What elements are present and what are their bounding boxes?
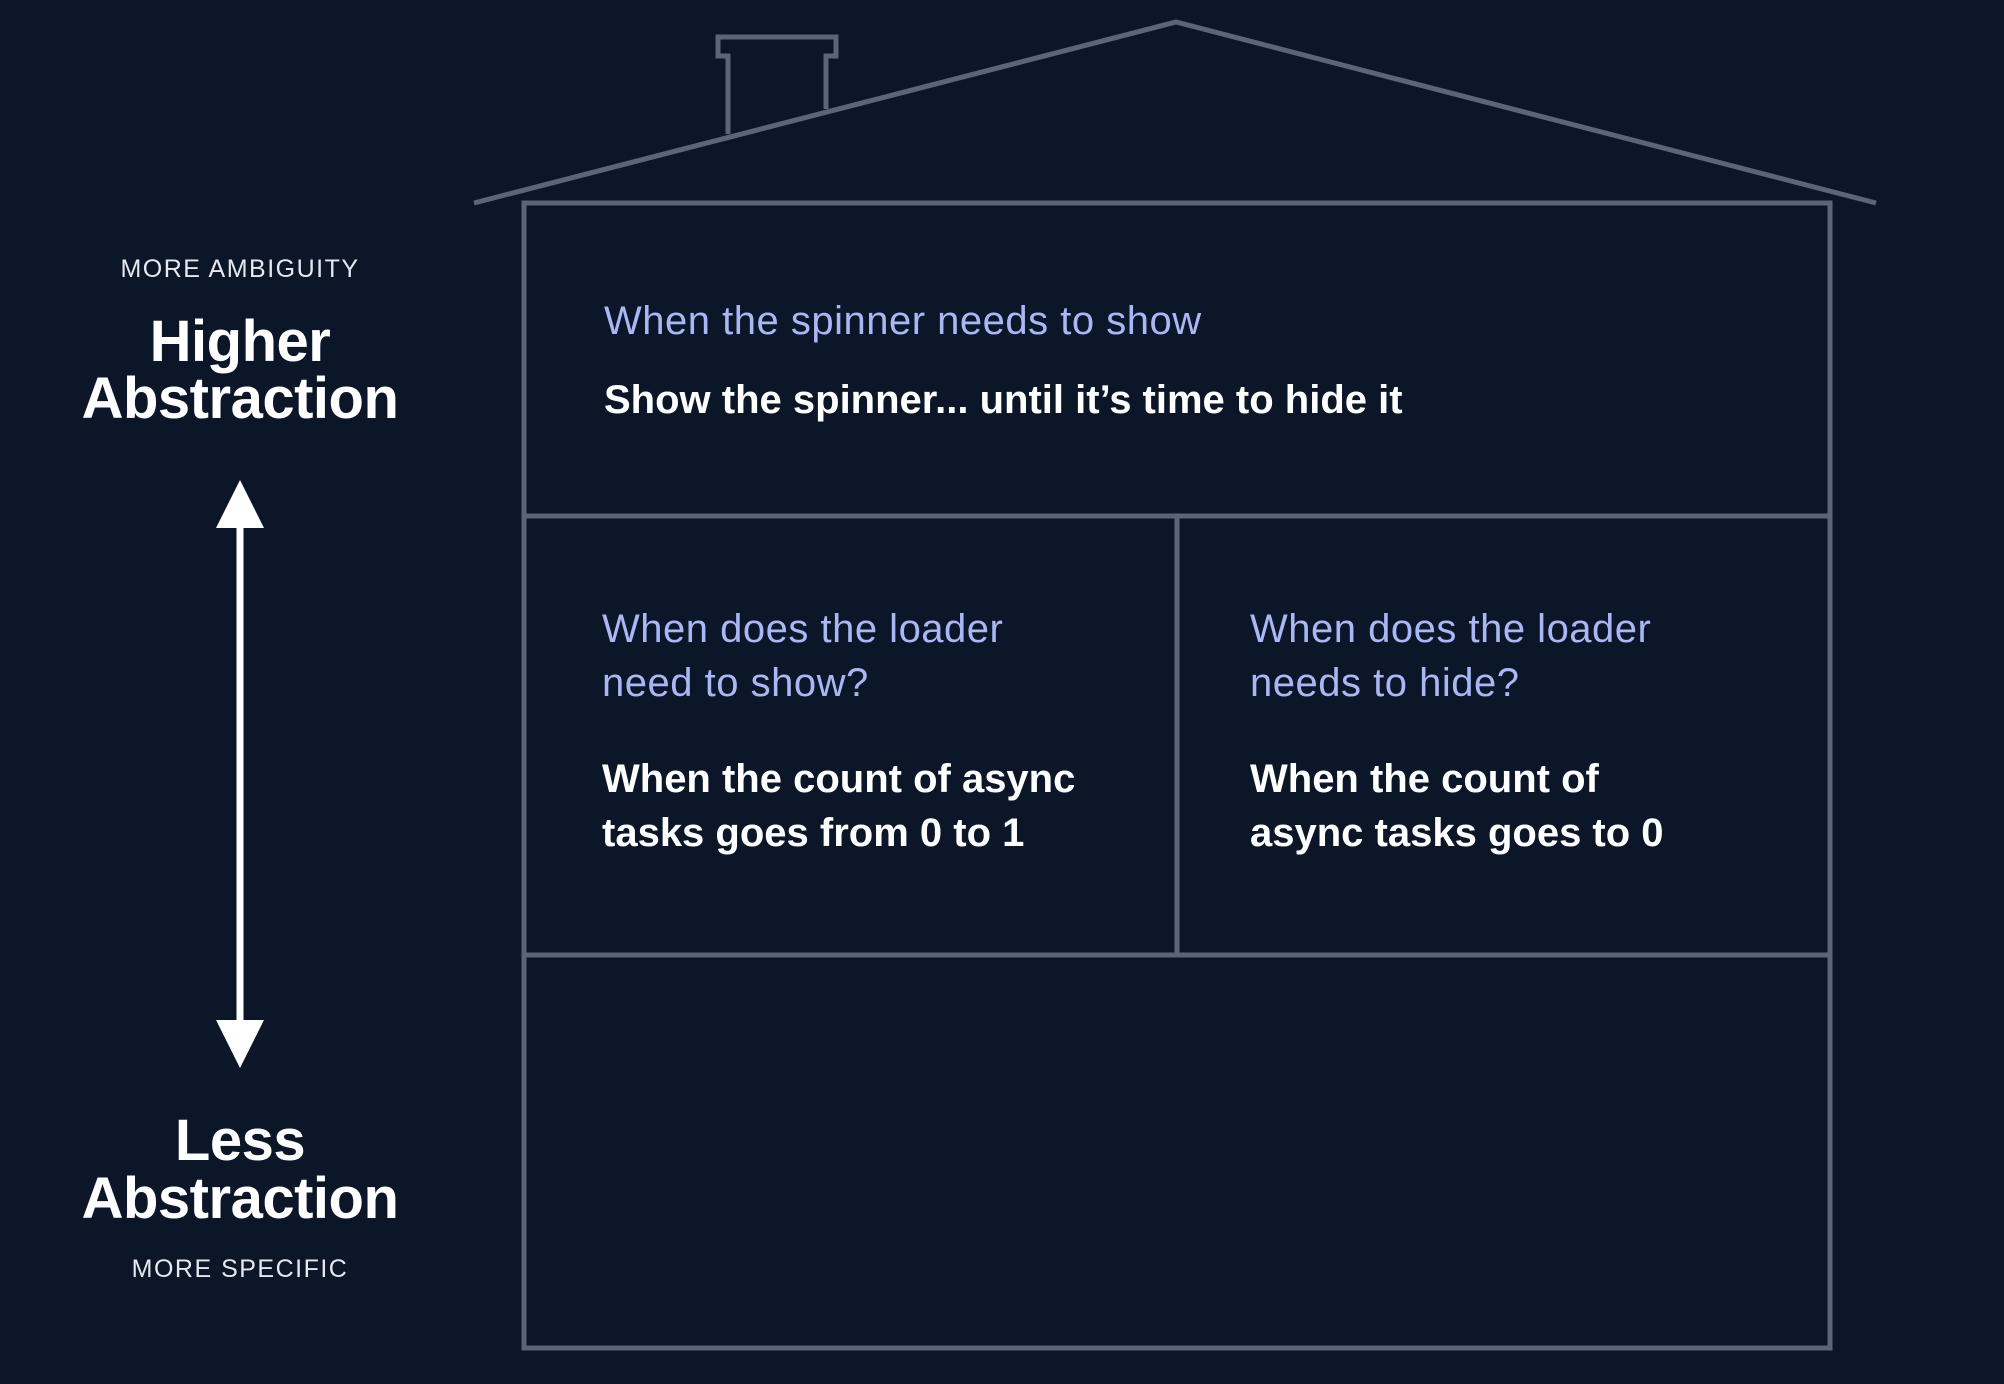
middle-left-answer-line1: When the count of async [602, 757, 1076, 801]
less-abstraction-title-line2: Abstraction [81, 1166, 399, 1231]
middle-right-answer-line2: async tasks goes to 0 [1250, 811, 1664, 855]
top-level-question: When the spinner needs to show [604, 299, 1202, 343]
arrow-up-icon [216, 480, 264, 528]
middle-right-answer-line1: When the count of [1250, 757, 1599, 801]
middle-left-answer-line2: tasks goes from 0 to 1 [602, 811, 1025, 855]
house-body-outline [521, 200, 1833, 1351]
roof-outline [473, 19, 1877, 206]
arrow-down-icon [216, 1020, 264, 1068]
more-specific-caption: MORE SPECIFIC [131, 1255, 349, 1283]
chimney-outline [715, 34, 839, 134]
middle-left-question-line1: When does the loader [602, 607, 1004, 651]
bottom-floor-room [527, 958, 1827, 1345]
more-ambiguity-caption: MORE AMBIGUITY [120, 255, 360, 283]
higher-abstraction-title-line1: Higher [149, 309, 331, 374]
middle-right-question-line1: When does the loader [1250, 607, 1652, 651]
top-level-answer: Show the spinner... until it’s time to h… [604, 378, 1403, 422]
middle-left-question-line2: need to show? [602, 661, 869, 705]
less-abstraction-title-line1: Less [174, 1108, 306, 1173]
higher-abstraction-title-line2: Abstraction [81, 366, 399, 431]
abstraction-double-arrow [216, 480, 264, 1068]
middle-right-question-line2: needs to hide? [1250, 661, 1520, 705]
